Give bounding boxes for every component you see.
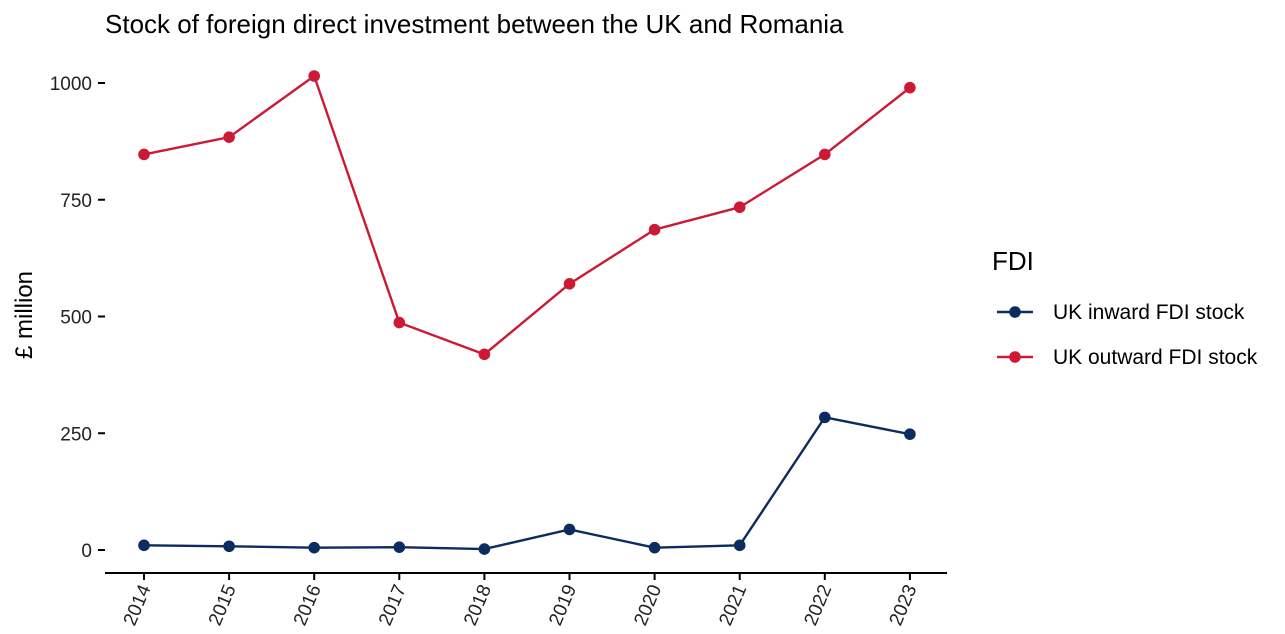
data-point (478, 348, 491, 361)
data-point (904, 428, 916, 440)
data-point (648, 223, 661, 236)
x-tick-label: 2014 (120, 581, 156, 629)
y-tick-label: 0 (81, 541, 92, 562)
data-point (223, 131, 235, 143)
data-point (563, 278, 576, 290)
data-point (308, 541, 321, 554)
data-point (138, 148, 150, 161)
legend-point-swatch (1009, 351, 1021, 363)
x-tick-label: 2020 (630, 582, 666, 629)
data-point (223, 540, 235, 553)
legend: FDI UK inward FDI stock UK outward FDI st… (992, 246, 1258, 369)
y-axis: 0 250 500 750 1000 (50, 74, 105, 562)
data-point (393, 541, 406, 553)
data-point (563, 523, 576, 536)
chart-title: Stock of foreign direct investment betwe… (105, 9, 844, 39)
data-point (819, 411, 831, 424)
x-tick-label: 2018 (460, 582, 496, 629)
data-point (733, 201, 746, 214)
data-point (819, 148, 831, 161)
legend-item: UK outward FDI stock (997, 346, 1258, 369)
y-tick-label: 500 (60, 308, 92, 329)
x-tick-label: 2017 (375, 582, 411, 629)
legend-label: UK outward FDI stock (1053, 346, 1258, 369)
legend-point-swatch (1009, 306, 1021, 318)
data-point (904, 81, 916, 94)
data-point (478, 543, 491, 555)
y-axis-label: £ million (11, 271, 38, 359)
series-line (143, 416, 911, 551)
series-line (143, 74, 911, 356)
x-tick-label: 2019 (545, 582, 581, 629)
x-tick-label: 2022 (801, 582, 837, 629)
x-axis: 2014 2015 2016 2017 2018 2019 2020 2021 2022 2023 (105, 572, 947, 629)
legend-item: UK inward FDI stock (997, 301, 1245, 324)
x-tick-label: 2016 (290, 582, 326, 629)
data-point (733, 539, 746, 552)
x-tick-label: 2021 (715, 582, 751, 629)
data-point (308, 70, 321, 82)
x-tick-label: 2023 (886, 582, 922, 629)
data-point (648, 541, 661, 554)
legend-title: FDI (992, 246, 1034, 276)
data-point (393, 316, 406, 329)
series-layer (138, 70, 916, 555)
y-tick-label: 1000 (50, 74, 92, 95)
y-tick-label: 750 (60, 191, 92, 212)
data-point (138, 539, 150, 552)
x-tick-label: 2015 (205, 582, 241, 629)
legend-items: UK inward FDI stock UK outward FDI stock (997, 301, 1258, 369)
y-tick-label: 250 (60, 424, 92, 445)
legend-label: UK inward FDI stock (1053, 301, 1245, 324)
